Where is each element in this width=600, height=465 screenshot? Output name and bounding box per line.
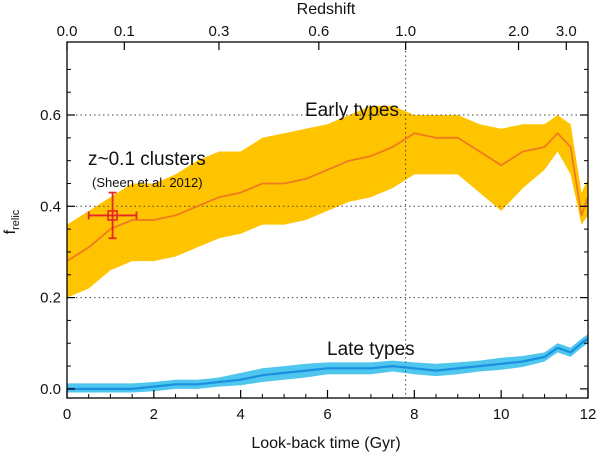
- y-tick-label: 0.4: [40, 198, 61, 215]
- y-tick-label: 0.6: [40, 107, 61, 124]
- x-tick-label: 12: [580, 406, 597, 423]
- top-tick-label: 0.0: [57, 23, 78, 40]
- top-tick-label: 0.1: [114, 23, 135, 40]
- y-tick-label: 0.0: [40, 381, 61, 398]
- band-early-types: [67, 105, 588, 298]
- x-tick-label: 6: [323, 406, 331, 423]
- line-early-types: [66, 132, 589, 262]
- top-tick-label: 3.0: [556, 23, 577, 40]
- annotation-early-types: Early types: [305, 100, 399, 121]
- y-axis-label-sub: relic: [10, 209, 22, 230]
- svg-text:frelic: frelic: [2, 209, 22, 234]
- annotation-late-types: Late types: [327, 339, 415, 360]
- ref-marker: [107, 210, 118, 221]
- x-tick-label: 0: [63, 406, 71, 423]
- y-tick-label: 0.2: [40, 290, 61, 307]
- x-tick-label: 8: [410, 406, 418, 423]
- top-tick-label: 0.6: [308, 23, 329, 40]
- top-tick-label: 1.0: [395, 23, 416, 40]
- line-late-types: [67, 337, 589, 390]
- x-tick-label: 2: [150, 406, 158, 423]
- band-late-types: [67, 334, 588, 393]
- top-tick-label: 0.3: [209, 23, 230, 40]
- top-axis-label: Redshift: [297, 1, 356, 18]
- x-tick-label: 10: [493, 406, 510, 423]
- top-tick-label: 2.0: [508, 23, 529, 40]
- y-axis-label: frelic: [2, 209, 22, 234]
- annotation-reference-citation: (Sheen et al. 2012): [92, 175, 203, 190]
- x-tick-label: 4: [236, 406, 244, 423]
- annotation-reference-label: z~0.1 clusters: [88, 149, 206, 170]
- x-axis-label: Look-back time (Gyr): [251, 435, 400, 452]
- y-axis-label-main: f: [2, 229, 19, 234]
